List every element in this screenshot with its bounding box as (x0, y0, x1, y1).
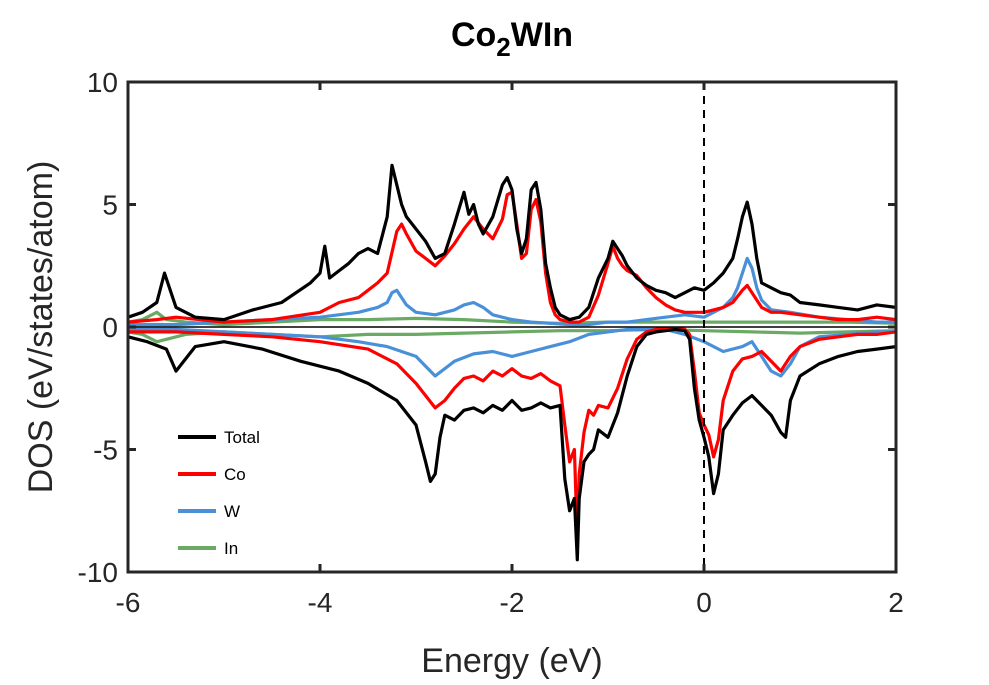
series-w-up (128, 256, 896, 327)
legend-label-co: Co (224, 465, 246, 484)
legend-label-w: W (224, 502, 240, 521)
series-co-down (128, 326, 896, 542)
series-layer (128, 163, 896, 562)
x-axis-label: Energy (eV) (421, 642, 602, 680)
series-in-up (128, 310, 896, 327)
x-tick-label: -6 (116, 587, 141, 618)
y-axis-label: DOS (eV/states/atom) (22, 161, 60, 494)
reference-lines (128, 82, 896, 572)
title-rest: WIn (511, 16, 573, 54)
x-tick-label: -2 (500, 587, 525, 618)
y-tick-label: -10 (78, 557, 118, 588)
series-in-down (128, 327, 896, 344)
y-tick-label: 10 (87, 67, 118, 98)
series-total-up (128, 163, 896, 322)
title-main: Co (451, 16, 496, 54)
legend-label-total: Total (224, 428, 260, 447)
ticks-layer: -6 -4 -2 0 2 -10 -5 0 5 10 (78, 67, 904, 618)
y-tick-label: -5 (93, 435, 118, 466)
chart-title: Co2WIn (451, 16, 573, 62)
x-tick-label: -4 (308, 587, 333, 618)
x-tick-label: 0 (696, 587, 712, 618)
series-total-down (128, 327, 896, 562)
legend: Total Co W In (178, 428, 260, 558)
legend-label-in: In (224, 539, 238, 558)
x-tick-label: 2 (888, 587, 904, 618)
title-subscript: 2 (496, 32, 510, 62)
series-w-down (128, 327, 896, 378)
y-tick-label: 0 (102, 312, 118, 343)
series-co-up (128, 190, 896, 324)
y-tick-label: 5 (102, 190, 118, 221)
